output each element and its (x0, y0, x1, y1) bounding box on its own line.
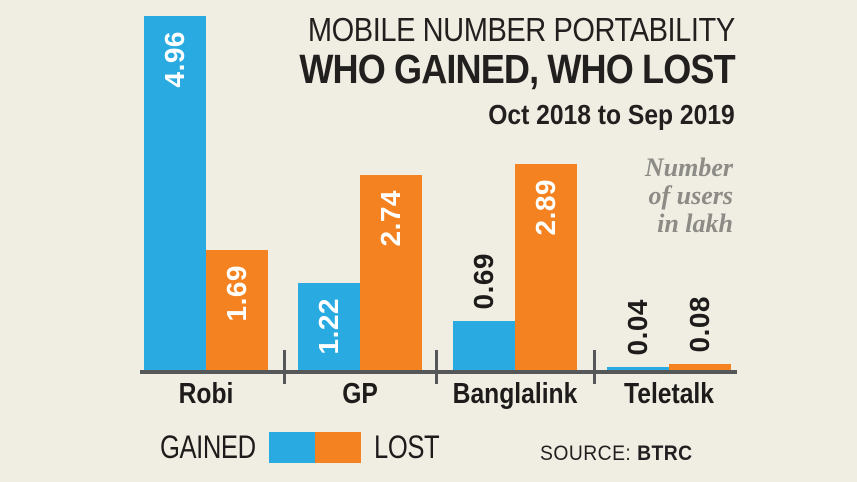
legend: GAINED LOST (136, 429, 455, 466)
bar-gained-banglalink: 0.69 (453, 253, 515, 370)
value-label-gained-robi: 4.96 (159, 31, 190, 88)
value-label-lost-banglalink: 2.89 (530, 179, 561, 236)
category-label-robi: Robi (178, 378, 234, 410)
unit-note-line-1: Number (644, 153, 733, 182)
value-label-gained-gp: 1.22 (313, 298, 344, 355)
bar-lost-teletalk: 0.08 (669, 296, 731, 370)
value-label-lost-teletalk: 0.08 (684, 295, 715, 353)
category-label-gp: GP (342, 378, 378, 410)
source-line: SOURCE: BTRC (540, 442, 693, 466)
category-label-teletalk: Teletalk (624, 378, 714, 410)
legend-label-gained: GAINED (159, 429, 256, 465)
category-label-banglalink: Banglalink (452, 378, 578, 410)
unit-note: Number of users in lakh (645, 154, 733, 238)
chart-period: Oct 2018 to Sep 2019 (488, 99, 735, 130)
bar-gained-teletalk: 0.04 (607, 299, 669, 370)
legend-swatch-gained (268, 432, 315, 463)
source-label: SOURCE: (540, 442, 632, 465)
axis-tick-3 (593, 350, 596, 384)
legend-label-lost: LOST (373, 429, 440, 465)
bar-lost-gp: 2.74 (360, 175, 422, 370)
x-axis (140, 370, 737, 374)
unit-note-line-2: of users (648, 181, 733, 210)
bar-gained-robi: 4.96 (144, 16, 206, 370)
chart-header: MOBILE NUMBER PORTABILITY WHO GAINED, WH… (299, 11, 736, 130)
axis-tick-1 (283, 350, 286, 384)
axis-tick-2 (435, 350, 438, 384)
bar-lost-robi: 1.69 (206, 250, 268, 370)
value-label-gained-teletalk: 0.04 (622, 298, 653, 356)
source-value: BTRC (637, 442, 693, 465)
bar-gained-gp: 1.22 (298, 283, 360, 370)
unit-note-line-3: in lakh (657, 209, 733, 238)
bar-lost-banglalink: 2.89 (515, 164, 577, 370)
legend-swatch-lost (314, 432, 361, 463)
value-label-lost-robi: 1.69 (221, 265, 252, 322)
value-label-lost-gp: 2.74 (375, 190, 406, 247)
value-label-gained-banglalink: 0.69 (468, 252, 499, 310)
chart-title: WHO GAINED, WHO LOST (299, 46, 736, 92)
chart-kicker: MOBILE NUMBER PORTABILITY (308, 11, 735, 48)
